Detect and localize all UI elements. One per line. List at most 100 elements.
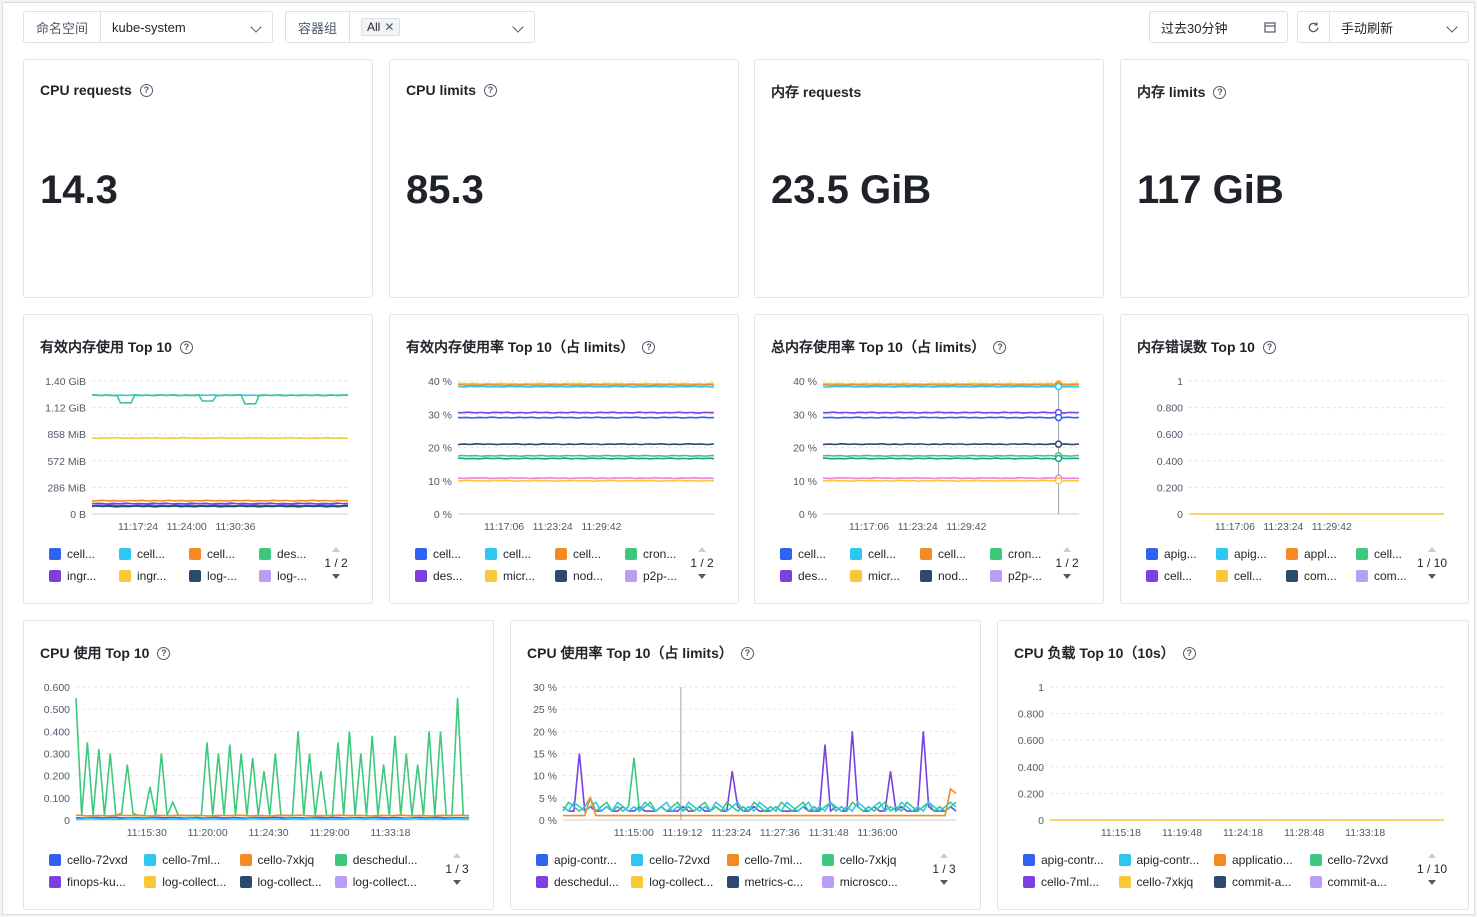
help-icon[interactable]: ? [993, 340, 1007, 354]
legend-item[interactable]: metrics-c... [726, 875, 803, 889]
caret-up-icon[interactable] [332, 547, 340, 552]
legend-item[interactable]: p2p-... [990, 569, 1042, 583]
legend-item[interactable]: log-... [189, 569, 237, 583]
close-icon[interactable]: ✕ [384, 20, 395, 34]
legend-item[interactable]: finops-ku... [49, 875, 126, 889]
pager-text: 1 / 3 [445, 862, 469, 876]
caret-up-icon[interactable] [698, 547, 706, 552]
legend-item[interactable]: micr... [485, 569, 535, 583]
legend-item[interactable]: commit-a... [1214, 875, 1291, 889]
caret-down-icon[interactable] [698, 574, 706, 579]
namespace-value: kube-system [112, 19, 186, 35]
legend-item[interactable]: log-collect... [334, 875, 417, 889]
namespace-select[interactable]: 命名空间 kube-system [23, 11, 273, 43]
legend-item[interactable]: apig... [1216, 547, 1267, 561]
legend-label: cell... [67, 547, 96, 561]
legend-item[interactable]: com... [1356, 569, 1407, 583]
caret-up-icon[interactable] [940, 853, 948, 858]
legend-item[interactable]: cell... [49, 547, 95, 561]
series-line [457, 454, 715, 458]
legend-item[interactable]: cello-7xkjq [239, 853, 314, 867]
refresh-button[interactable] [1298, 12, 1330, 42]
caret-up-icon[interactable] [1063, 547, 1071, 552]
legend-swatch [49, 854, 61, 866]
stat-value: 23.5 GiB [771, 168, 932, 212]
legend-item[interactable]: des... [780, 569, 827, 583]
legend-item[interactable]: log-collect... [631, 875, 713, 889]
legend-item[interactable]: apig-contr... [1118, 853, 1199, 867]
legend-item[interactable]: cell... [1216, 569, 1262, 583]
legend-item[interactable]: cron... [625, 547, 676, 561]
line-chart: 1 0.800 0.600 0.400 0.200 0 11:15:18 11:19:48 11… [1018, 682, 1444, 839]
legend-item[interactable]: cell... [780, 547, 826, 561]
caret-down-icon[interactable] [453, 880, 461, 885]
legend-swatch [334, 876, 347, 888]
legend-item[interactable]: cell... [1356, 547, 1402, 561]
legend-item[interactable]: ingr... [119, 569, 166, 583]
caret-down-icon[interactable] [1063, 574, 1071, 579]
legend-item[interactable]: apig... [1146, 547, 1197, 561]
legend-item[interactable]: nod... [555, 569, 603, 583]
legend-item[interactable]: apig-contr... [1023, 853, 1104, 867]
time-range-picker[interactable]: 过去30分钟 [1149, 11, 1288, 43]
legend-item[interactable]: log-collect... [144, 875, 226, 889]
caret-down-icon[interactable] [940, 880, 948, 885]
legend-item[interactable]: cello-7xkjq [821, 853, 896, 867]
legend-item[interactable]: des... [415, 569, 462, 583]
caret-up-icon[interactable] [453, 853, 461, 858]
legend-item[interactable]: cello-72vxd [631, 853, 710, 867]
caret-down-icon[interactable] [1428, 574, 1436, 579]
legend-item[interactable]: ingr... [49, 569, 96, 583]
legend-item[interactable]: appl... [1286, 547, 1337, 561]
help-icon[interactable]: ? [157, 646, 171, 660]
help-icon[interactable]: ? [642, 340, 656, 354]
pod-select[interactable]: 容器组 All ✕ [285, 11, 535, 43]
caret-up-icon[interactable] [1428, 853, 1436, 858]
series-line [92, 502, 349, 505]
legend-item[interactable]: cell... [119, 547, 165, 561]
legend-item[interactable]: commit-a... [1309, 875, 1387, 889]
help-icon[interactable]: ? [1262, 340, 1276, 354]
chart-card-memory-usage: 有效内存使用 Top 10? 1.40 GiB 1.12 GiB 858 MiB 572… [23, 314, 373, 604]
legend-item[interactable]: com... [1286, 569, 1337, 583]
refresh-mode-select[interactable]: 手动刷新 [1341, 20, 1394, 36]
legend-item[interactable]: des... [259, 547, 306, 561]
help-icon[interactable]: ? [1213, 85, 1227, 99]
help-icon[interactable]: ? [484, 83, 498, 97]
legend-item[interactable]: log-... [259, 569, 307, 583]
chart-card-cpu-usage: CPU 使用 Top 10? 0.600 0.500 0.400 0.300 0.200 0… [23, 620, 494, 910]
legend-item[interactable]: cello-7ml... [726, 853, 803, 867]
legend-item[interactable]: cell... [1146, 569, 1192, 583]
legend-item[interactable]: cron... [990, 547, 1041, 561]
legend-item[interactable]: microsco... [821, 875, 898, 889]
legend-item[interactable]: cell... [555, 547, 601, 561]
legend-item[interactable]: micr... [850, 569, 900, 583]
legend-item[interactable]: p2p-... [625, 569, 677, 583]
series-line [75, 698, 469, 817]
legend-item[interactable]: applicatio... [1214, 853, 1293, 867]
help-icon[interactable]: ? [179, 340, 193, 354]
legend-item[interactable]: cell... [920, 547, 966, 561]
legend-item[interactable]: deschedul... [334, 853, 417, 867]
help-icon[interactable]: ? [1182, 646, 1196, 660]
legend-item[interactable]: cell... [485, 547, 531, 561]
caret-up-icon[interactable] [1428, 547, 1436, 552]
legend-item[interactable]: cello-7ml... [1023, 875, 1099, 889]
legend-item[interactable]: cello-72vxd [1309, 853, 1388, 867]
legend-item[interactable]: cello-7xkjq [1118, 875, 1193, 889]
legend-item[interactable]: deschedul... [536, 875, 619, 889]
legend-item[interactable]: log-collect... [239, 875, 322, 889]
legend-item[interactable]: cell... [189, 547, 235, 561]
legend-swatch [1023, 854, 1035, 866]
legend-item[interactable]: cell... [850, 547, 896, 561]
legend-item[interactable]: nod... [920, 569, 968, 583]
legend-item[interactable]: cello-72vxd [49, 853, 128, 867]
caret-down-icon[interactable] [1428, 880, 1436, 885]
legend-item[interactable]: apig-contr... [536, 853, 617, 867]
legend-item[interactable]: cello-7ml... [144, 853, 220, 867]
caret-down-icon[interactable] [332, 574, 340, 579]
y-tick-label: 0 B [70, 509, 86, 521]
legend-item[interactable]: cell... [415, 547, 461, 561]
help-icon[interactable]: ? [740, 646, 754, 660]
help-icon[interactable]: ? [139, 83, 153, 97]
